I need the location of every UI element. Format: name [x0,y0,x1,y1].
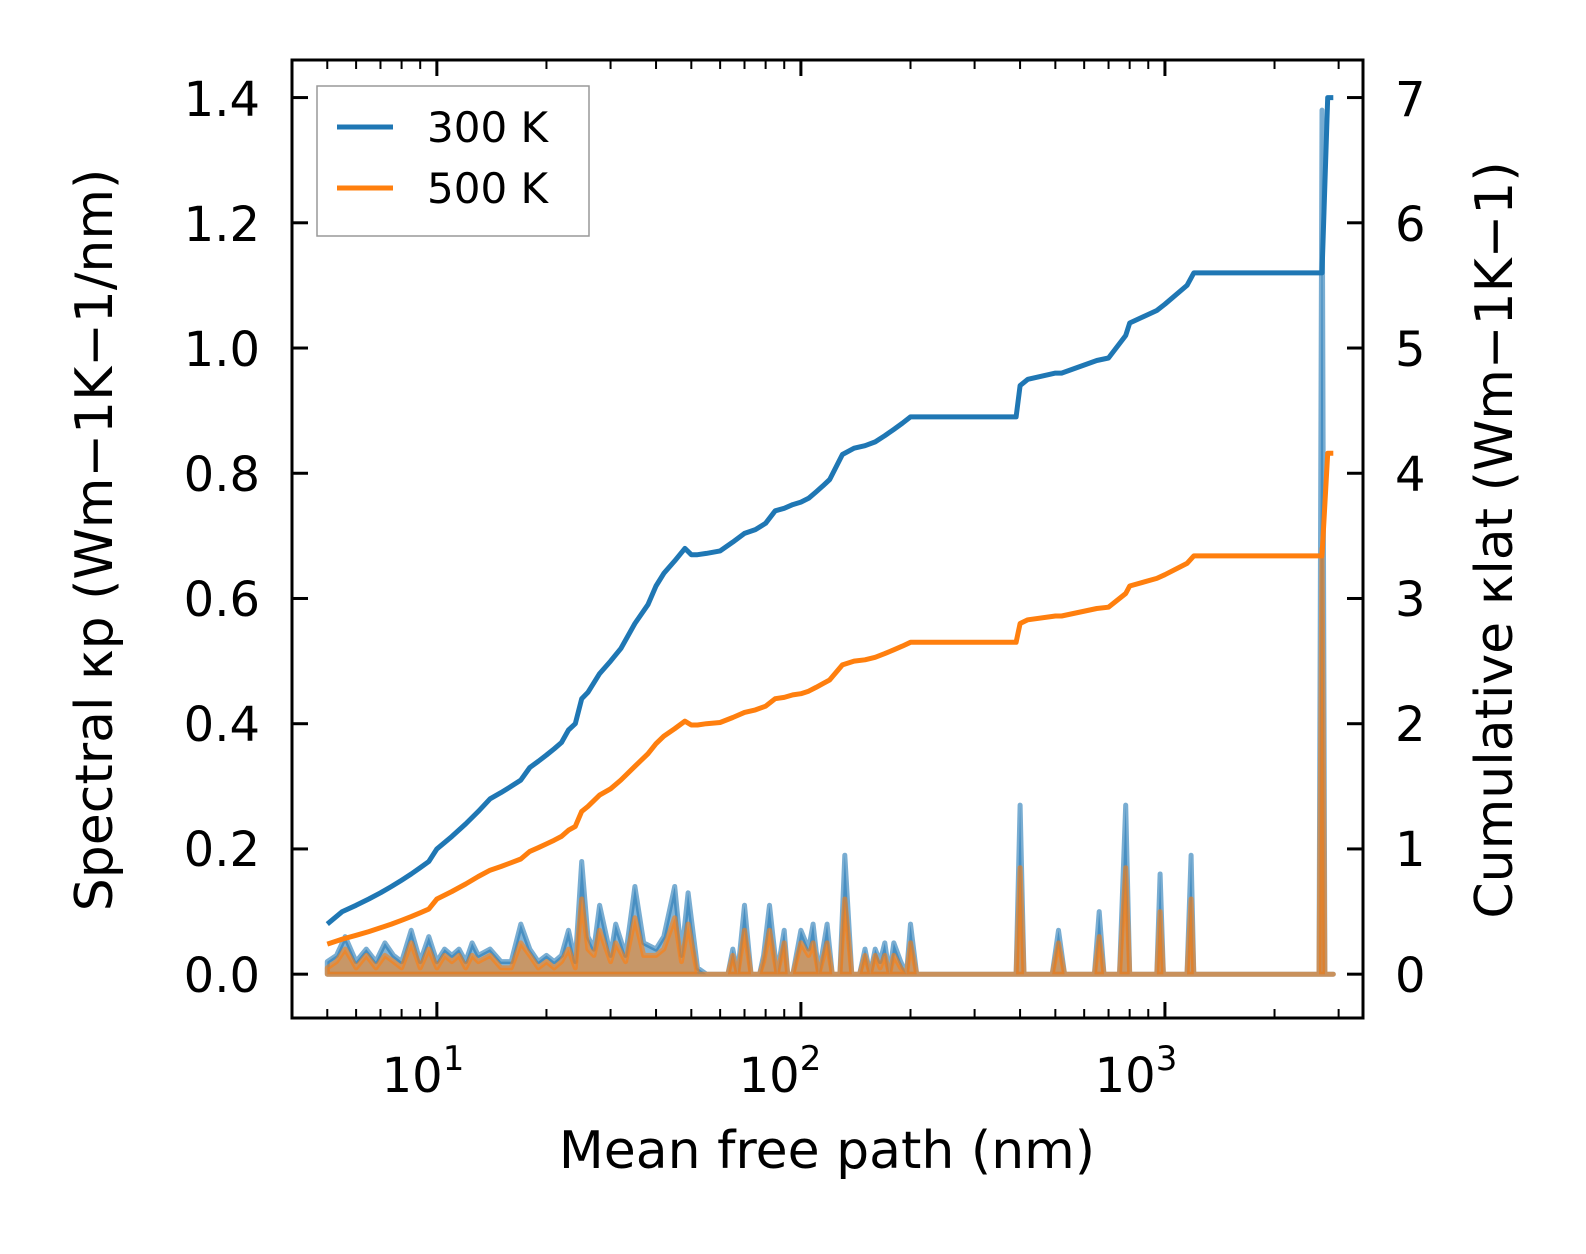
legend-box [316,85,590,237]
spectral-series-layer [324,107,1336,977]
ticks-layer [291,60,1363,1018]
y-left-tick-label: 0.4 [184,697,260,753]
y-right-tick-label: 0 [1395,948,1426,1004]
y-right-tick-label: 4 [1395,447,1426,503]
y-left-tick-label: 1.2 [184,197,260,253]
x-tick-labels: 101 102 103 [382,1039,1178,1104]
y-right-tick-label: 6 [1395,197,1426,253]
x-axis-title: Mean free path (nm) [559,1121,1095,1181]
x-tick-label: 102 [739,1039,822,1104]
y-left-tick-label: 1.0 [184,322,260,378]
y-right-tick-label: 1 [1395,822,1426,878]
x-tick-label: 103 [1095,1039,1178,1104]
legend-label-300k: 300 K [427,103,550,152]
y-right-tick-label: 2 [1395,697,1426,753]
y-left-tick-label: 1.4 [184,72,260,128]
legend-label-500k: 500 K [427,164,550,213]
plot-frame [290,58,1365,1020]
y-left-tick-labels: 0.0 0.2 0.4 0.6 0.8 1.0 1.2 1.4 [184,72,260,1004]
y-right-tick-label: 3 [1395,572,1426,628]
y-left-tick-label: 0.8 [184,447,260,503]
y-left-tick-label: 0.0 [184,948,260,1004]
cumulative-line-500k [326,450,1334,947]
y-left-tick-label: 0.2 [184,822,260,878]
y-right-tick-label: 7 [1395,72,1426,128]
y-left-axis-title: Spectral κp (Wm−1K−1/nm) [65,169,125,912]
y-right-tick-labels: 0 1 2 3 4 5 6 7 [1395,72,1426,1004]
y-right-axis-title: Cumulative κlat (Wm−1K−1) [1465,161,1525,918]
legend: 300 K 500 K [316,85,590,237]
cumulative-series-layer [325,95,1334,947]
x-tick-label: 101 [382,1039,465,1104]
spectral-area-500k [324,545,1336,977]
y-left-tick-label: 0.6 [184,572,260,628]
y-right-tick-label: 5 [1395,322,1426,378]
cumulative-line-300k [325,95,1334,927]
plot-area [324,95,1336,977]
